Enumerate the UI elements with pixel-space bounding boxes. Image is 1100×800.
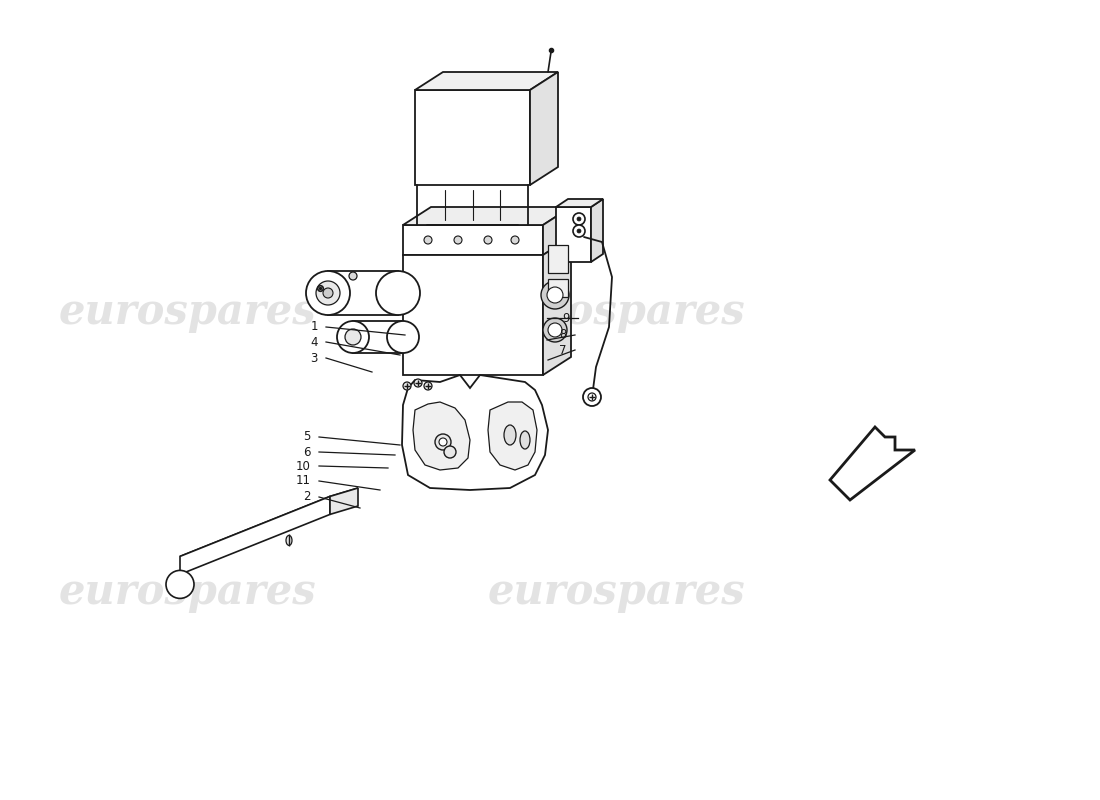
Text: eurospares: eurospares [58, 571, 316, 613]
Text: 4: 4 [310, 335, 318, 349]
Bar [328, 271, 398, 315]
Circle shape [484, 236, 492, 244]
Circle shape [166, 570, 194, 598]
Polygon shape [415, 72, 558, 90]
Text: 5: 5 [304, 430, 311, 443]
Circle shape [588, 393, 596, 401]
Polygon shape [488, 402, 537, 470]
Text: 6: 6 [304, 446, 311, 458]
Text: 8: 8 [560, 329, 566, 342]
Circle shape [345, 329, 361, 345]
Text: eurospares: eurospares [58, 291, 316, 333]
Circle shape [583, 388, 601, 406]
Circle shape [387, 321, 419, 353]
Bar [548, 245, 568, 273]
Text: 2: 2 [304, 490, 311, 503]
Circle shape [337, 321, 368, 353]
Polygon shape [412, 402, 470, 470]
Circle shape [316, 281, 340, 305]
Circle shape [543, 318, 566, 342]
Polygon shape [403, 207, 571, 225]
Text: 3: 3 [310, 351, 318, 365]
Text: eurospares: eurospares [487, 291, 745, 333]
Circle shape [547, 287, 563, 303]
Text: 7: 7 [560, 343, 566, 357]
Circle shape [323, 288, 333, 298]
Text: 9: 9 [562, 311, 570, 325]
Circle shape [512, 236, 519, 244]
Text: eurospares: eurospares [487, 571, 745, 613]
Circle shape [548, 323, 562, 337]
Circle shape [414, 379, 422, 387]
Polygon shape [543, 237, 571, 375]
Circle shape [349, 272, 358, 280]
Circle shape [573, 225, 585, 237]
Circle shape [306, 271, 350, 315]
Bar [415, 90, 530, 185]
Polygon shape [530, 72, 558, 185]
Circle shape [376, 271, 420, 315]
Polygon shape [591, 199, 603, 262]
Ellipse shape [504, 425, 516, 445]
Polygon shape [180, 488, 358, 557]
Text: 10: 10 [296, 459, 311, 473]
Polygon shape [330, 488, 358, 514]
Circle shape [541, 281, 569, 309]
Text: 11: 11 [296, 474, 311, 487]
Circle shape [454, 236, 462, 244]
Bar [556, 207, 591, 262]
Circle shape [403, 382, 411, 390]
Circle shape [424, 382, 432, 390]
Bar [403, 225, 543, 255]
Circle shape [444, 446, 456, 458]
Circle shape [424, 236, 432, 244]
Circle shape [578, 217, 581, 221]
Polygon shape [830, 427, 915, 500]
Text: 1: 1 [310, 321, 318, 334]
Ellipse shape [286, 535, 292, 546]
Circle shape [578, 229, 581, 233]
Polygon shape [180, 496, 330, 574]
Ellipse shape [520, 431, 530, 449]
Bar [403, 255, 543, 375]
Polygon shape [543, 207, 571, 255]
Circle shape [573, 213, 585, 225]
Circle shape [439, 438, 447, 446]
Bar [353, 321, 403, 353]
Polygon shape [402, 375, 548, 490]
Polygon shape [556, 199, 603, 207]
Bar [548, 279, 568, 297]
Circle shape [434, 434, 451, 450]
